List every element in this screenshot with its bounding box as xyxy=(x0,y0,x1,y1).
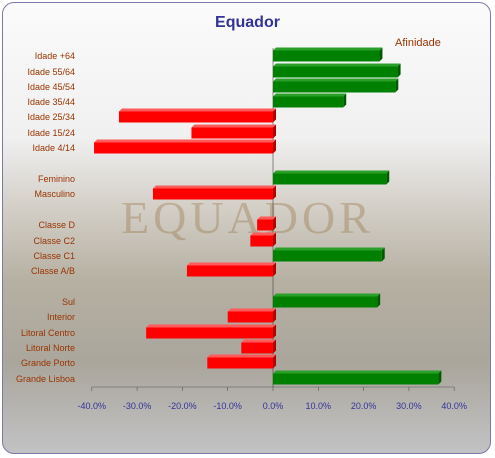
category-label: Idade 55/64 xyxy=(27,67,75,77)
category-label: Idade 25/34 xyxy=(27,112,75,122)
category-label: Masculino xyxy=(34,189,75,199)
bar-idade-15-24 xyxy=(191,124,276,139)
x-tick-label: -20.0% xyxy=(168,401,197,411)
category-label: Classe C2 xyxy=(33,236,75,246)
chart-frame: EQUADOR xyxy=(2,2,491,454)
x-tick-label: 30.0% xyxy=(396,401,422,411)
category-label: Classe A/B xyxy=(31,266,75,276)
category-label: Classe D xyxy=(38,220,75,230)
category-label: Feminino xyxy=(38,174,75,184)
bar-masculino xyxy=(152,185,276,200)
category-label: Grande Porto xyxy=(21,358,75,368)
bar-litoral-norte xyxy=(241,339,276,354)
bar-feminino xyxy=(273,170,390,185)
bar-sul xyxy=(273,293,381,308)
bar-interior xyxy=(227,308,276,323)
x-tick-label: 10.0% xyxy=(306,401,332,411)
category-label: Litoral Norte xyxy=(26,343,75,353)
category-label: Grande Lisboa xyxy=(16,374,75,384)
chart-title: Equador xyxy=(215,14,280,31)
x-tick-label: -30.0% xyxy=(123,401,152,411)
category-label: Interior xyxy=(47,312,75,322)
bar-idade-25-34 xyxy=(118,108,276,123)
background-watermark: EQUADOR xyxy=(121,192,374,243)
bar-idade-45-54 xyxy=(273,78,399,93)
category-label: Idade 15/24 xyxy=(27,128,75,138)
x-tick-label: 40.0% xyxy=(441,401,467,411)
category-label: Sul xyxy=(62,297,75,307)
bar-classe-a-b xyxy=(186,262,276,277)
x-tick-label: 20.0% xyxy=(351,401,377,411)
bar-classe-d xyxy=(257,216,276,231)
x-tick-label: -40.0% xyxy=(78,401,107,411)
x-tick-label: 0.0% xyxy=(263,401,284,411)
x-tick-label: -10.0% xyxy=(213,401,242,411)
category-label: Idade 4/14 xyxy=(32,143,75,153)
legend-label: Afinidade xyxy=(395,37,441,49)
category-label: Litoral Centro xyxy=(21,328,75,338)
bar-grande-lisboa xyxy=(273,370,442,385)
bar-classe-c1 xyxy=(273,247,385,262)
bar-idade-55-64 xyxy=(273,63,401,78)
bar-idade-4-14 xyxy=(94,139,276,154)
category-label: Classe C1 xyxy=(33,251,75,261)
category-label: Idade +64 xyxy=(35,51,75,61)
bar-idade-64 xyxy=(273,47,383,62)
category-label: Idade 45/54 xyxy=(27,82,75,92)
bar-idade-35-44 xyxy=(273,93,347,108)
bar-classe-c2 xyxy=(250,232,276,247)
bar-grande-porto xyxy=(207,354,276,369)
category-label: Idade 35/44 xyxy=(27,97,75,107)
bar-litoral-centro xyxy=(146,324,276,339)
